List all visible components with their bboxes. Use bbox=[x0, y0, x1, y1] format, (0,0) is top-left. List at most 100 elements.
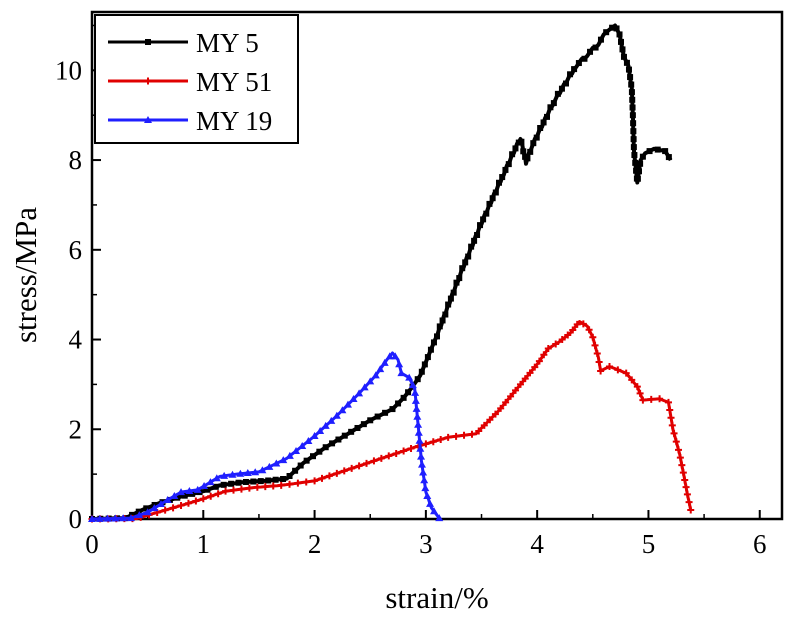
legend-marker-my5 bbox=[145, 39, 151, 45]
data-point-my51 bbox=[340, 467, 348, 475]
data-point-my5 bbox=[430, 339, 437, 346]
data-point-my5 bbox=[280, 475, 287, 482]
data-point-my5 bbox=[587, 48, 594, 55]
data-point-my19 bbox=[338, 406, 347, 414]
data-point-my5 bbox=[436, 323, 443, 330]
data-point-my19 bbox=[243, 469, 252, 477]
data-point-my51 bbox=[540, 351, 548, 359]
data-point-my19 bbox=[416, 444, 425, 452]
data-point-my5 bbox=[554, 90, 561, 97]
data-point-my51 bbox=[222, 487, 230, 495]
data-point-my5 bbox=[250, 478, 257, 485]
data-point-my19 bbox=[265, 462, 274, 470]
data-point-my5 bbox=[637, 160, 644, 167]
legend-label-my19: MY 19 bbox=[196, 106, 272, 136]
data-point-my5 bbox=[537, 124, 544, 131]
data-point-my19 bbox=[103, 514, 112, 522]
data-point-my51 bbox=[429, 438, 437, 446]
data-point-my5 bbox=[575, 60, 582, 67]
data-point-my5 bbox=[520, 148, 527, 155]
data-point-my51 bbox=[639, 396, 647, 404]
data-point-my51 bbox=[199, 495, 207, 503]
data-point-my51 bbox=[683, 490, 691, 498]
data-point-my5 bbox=[540, 119, 547, 126]
data-point-my5 bbox=[632, 159, 639, 166]
data-point-my5 bbox=[527, 148, 534, 155]
data-point-my19 bbox=[411, 396, 420, 404]
data-point-my51 bbox=[161, 506, 169, 514]
data-point-my51 bbox=[325, 472, 333, 480]
data-point-my19 bbox=[435, 514, 444, 522]
data-point-my5 bbox=[297, 462, 304, 469]
data-point-my5 bbox=[665, 154, 672, 161]
series-my19 bbox=[88, 351, 444, 522]
data-point-my5 bbox=[544, 113, 551, 120]
data-point-my51 bbox=[667, 414, 675, 422]
data-point-my51 bbox=[678, 461, 686, 469]
data-point-my5 bbox=[505, 161, 512, 168]
data-point-my5 bbox=[181, 492, 188, 499]
data-point-my5 bbox=[135, 508, 142, 515]
data-point-my19 bbox=[185, 486, 194, 494]
legend: MY 5 MY 51 MY 19 bbox=[94, 14, 299, 144]
data-point-my51 bbox=[595, 358, 603, 366]
data-point-my19 bbox=[88, 515, 96, 522]
data-point-my51 bbox=[437, 436, 445, 444]
data-point-my19 bbox=[95, 514, 104, 522]
data-point-my5 bbox=[265, 477, 272, 484]
data-point-my51 bbox=[681, 476, 689, 484]
data-point-my5 bbox=[502, 166, 509, 173]
y-tick-label: 8 bbox=[69, 145, 83, 175]
data-point-my5 bbox=[499, 174, 506, 181]
data-point-my51 bbox=[636, 389, 644, 397]
data-point-my5 bbox=[395, 400, 402, 407]
data-point-my51 bbox=[502, 398, 510, 406]
data-point-my51 bbox=[214, 490, 222, 498]
data-point-my51 bbox=[348, 464, 356, 472]
data-point-my19 bbox=[111, 514, 120, 522]
data-point-my51 bbox=[679, 469, 687, 477]
data-point-my51 bbox=[526, 369, 534, 377]
y-tick-label: 10 bbox=[55, 55, 82, 85]
data-point-my19 bbox=[143, 508, 152, 516]
data-point-my51 bbox=[682, 483, 690, 491]
data-point-my51 bbox=[544, 345, 552, 353]
data-point-my51 bbox=[491, 410, 499, 418]
legend-label-my5: MY 5 bbox=[196, 28, 259, 58]
data-point-my19 bbox=[206, 478, 215, 486]
data-point-my19 bbox=[163, 495, 172, 503]
data-point-my51 bbox=[286, 480, 294, 488]
data-point-my51 bbox=[687, 506, 695, 514]
data-point-my5 bbox=[316, 448, 323, 455]
data-point-my51 bbox=[579, 320, 587, 328]
data-point-my51 bbox=[675, 446, 682, 454]
data-point-my51 bbox=[606, 362, 613, 370]
data-point-my19 bbox=[415, 436, 424, 444]
y-tick-label: 2 bbox=[69, 414, 83, 444]
data-point-my19 bbox=[310, 431, 319, 439]
data-point-my51 bbox=[676, 454, 684, 462]
data-point-my51 bbox=[407, 444, 415, 452]
data-point-my19 bbox=[304, 436, 313, 444]
data-point-my5 bbox=[628, 89, 635, 96]
data-point-my5 bbox=[129, 511, 136, 518]
data-point-my51 bbox=[318, 474, 326, 482]
data-point-my51 bbox=[302, 478, 310, 486]
data-point-my5 bbox=[335, 436, 342, 443]
data-point-my5 bbox=[571, 66, 578, 73]
data-point-my51 bbox=[633, 383, 641, 391]
data-point-my19 bbox=[414, 428, 423, 436]
data-point-my5 bbox=[322, 444, 329, 451]
data-point-my51 bbox=[628, 376, 636, 384]
data-point-my5 bbox=[424, 354, 431, 361]
data-point-my5 bbox=[581, 55, 588, 62]
data-point-my5 bbox=[609, 24, 616, 31]
data-point-my19 bbox=[411, 388, 420, 396]
x-tick-label: 6 bbox=[753, 529, 767, 559]
x-tick-label: 4 bbox=[530, 529, 544, 559]
series-line-my51 bbox=[92, 320, 693, 521]
data-point-my5 bbox=[477, 222, 484, 229]
data-point-my51 bbox=[229, 486, 237, 494]
data-point-my5 bbox=[630, 136, 637, 143]
